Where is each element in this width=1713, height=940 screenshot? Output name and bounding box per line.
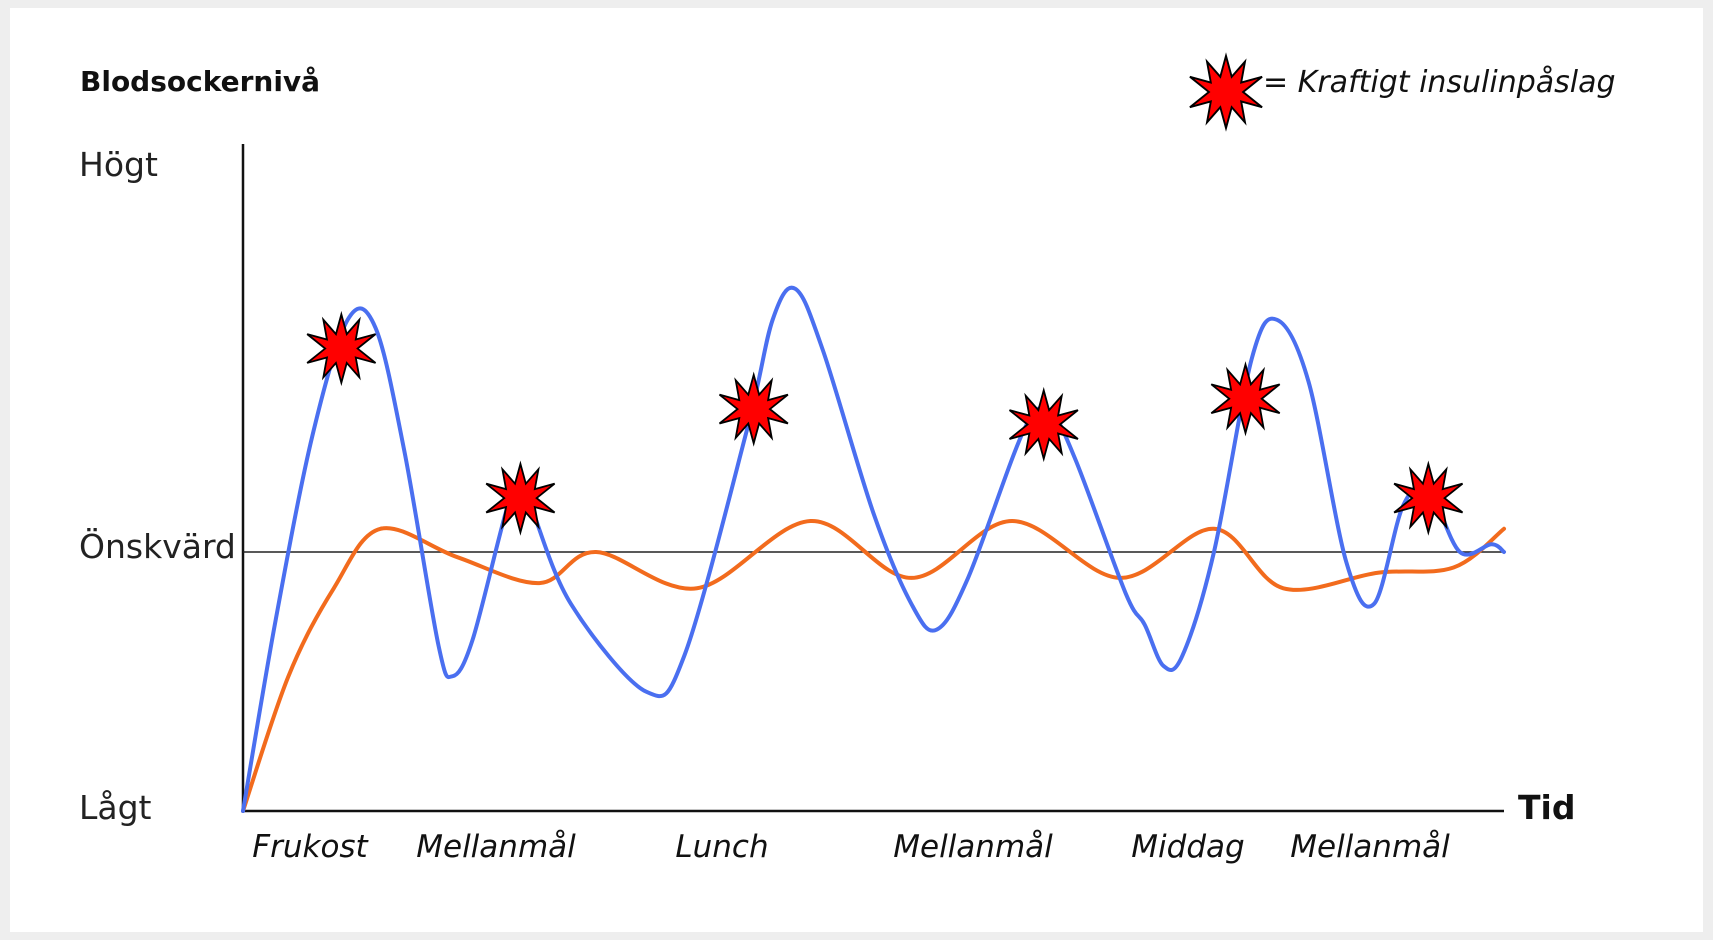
legend-burst-icon <box>1188 54 1264 130</box>
figure-frame <box>10 8 1703 932</box>
y-level-desired: Önskvärd <box>79 526 236 566</box>
insulin-burst-marker <box>1210 363 1281 434</box>
x-tick-label: Mellanmål <box>416 829 576 865</box>
chart-title: Blodsockernivå <box>80 65 320 98</box>
x-tick-label: Middag <box>1131 829 1244 865</box>
legend: = Kraftigt insulinpåslag <box>1188 54 1616 130</box>
x-tick-label: Frukost <box>252 829 369 865</box>
y-level-high: Högt <box>79 145 158 184</box>
x-tick-label: Lunch <box>675 829 768 865</box>
meal-labels: Frukost Mellanmål Lunch Mellanmål Middag Mell… <box>252 829 1450 865</box>
insulin-burst-marker <box>1008 389 1079 460</box>
x-tick-label: Mellanmål <box>893 829 1053 865</box>
x-tick-label: Mellanmål <box>1290 829 1450 865</box>
x-axis-label: Tid <box>1518 788 1575 827</box>
burst-layer <box>306 313 1464 534</box>
y-level-low: Lågt <box>79 788 152 827</box>
series-layer <box>241 285 1506 813</box>
legend-label: = Kraftigt insulinpåslag <box>1263 65 1616 100</box>
insulin-burst-marker <box>718 373 789 445</box>
insulin-burst-marker <box>1393 462 1464 534</box>
insulin-burst-marker <box>306 313 377 384</box>
insulin-burst-marker <box>485 462 556 534</box>
series-line-blue <box>241 285 1506 813</box>
series-line-orange <box>241 519 1506 813</box>
